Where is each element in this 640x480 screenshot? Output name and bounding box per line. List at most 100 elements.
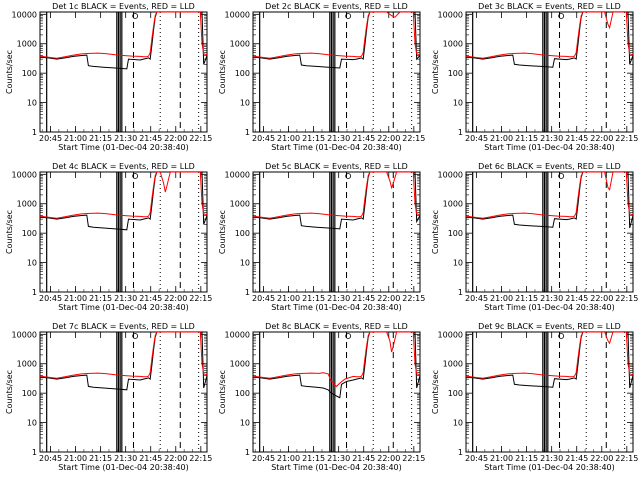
plot-frame [39,171,208,293]
y-tick-label: 100 [235,229,250,238]
plot-frame [252,331,421,453]
x-tick-label: 22:15 [402,294,425,303]
x-tick-label: 22:15 [402,454,425,463]
panel-det-3: Det 3c BLACK = Events, RED = LLD 1 10 100 10… [431,2,638,152]
y-tick-label: 100 [22,69,37,78]
series-lld-red [40,12,207,59]
y-tick-label: 10 [240,259,250,268]
series-lld-red [253,332,420,388]
x-tick-label: 20:45 [465,134,488,143]
panel-title: Det 8c BLACK = Events, RED = LLD [265,322,408,331]
y-tick-label: 1 [458,288,463,297]
y-tick-label: 10 [240,99,250,108]
x-tick-label: 20:45 [465,454,488,463]
x-axis-label: Start Time (01-Dec-04 20:38:40) [271,303,402,312]
x-tick-label: 21:30 [540,454,563,463]
x-tick-label: 21:30 [327,294,350,303]
panel-title: Det 6c BLACK = Events, RED = LLD [478,162,621,171]
x-tick-label: 22:00 [377,294,400,303]
x-tick-label: 21:30 [327,454,350,463]
y-tick-label: 10000 [438,10,463,19]
peak-marker [558,173,565,179]
y-axis-label: Counts/sec [5,50,14,94]
series-lld-red [466,332,633,379]
x-tick-label: 21:30 [114,134,137,143]
series-lld-red [253,12,420,59]
panel-det-2: Det 2c BLACK = Events, RED = LLD 1 10 100 10… [218,2,425,152]
y-tick-label: 100 [22,389,37,398]
y-axis-label: Counts/sec [218,50,227,94]
x-tick-label: 21:30 [327,134,350,143]
y-tick-label: 100 [235,69,250,78]
x-tick-label: 21:00 [277,134,300,143]
y-tick-label: 10 [453,259,463,268]
x-tick-label: 21:00 [64,294,87,303]
x-tick-label: 20:45 [39,454,62,463]
y-tick-label: 1 [32,128,37,137]
panel-det-5: Det 5c BLACK = Events, RED = LLD 1 10 100 10… [218,162,425,312]
y-tick-label: 10 [453,419,463,428]
x-axis-label: Start Time (01-Dec-04 20:38:40) [58,143,189,152]
y-tick-label: 1 [458,128,463,137]
y-tick-label: 10000 [225,10,250,19]
x-tick-label: 21:00 [490,454,513,463]
panel-title: Det 3c BLACK = Events, RED = LLD [478,2,621,11]
y-tick-label: 10000 [225,330,250,339]
x-tick-label: 21:15 [302,294,325,303]
y-tick-label: 10000 [12,330,37,339]
y-tick-label: 1 [32,288,37,297]
y-axis-label: Counts/sec [431,50,440,94]
x-tick-label: 21:45 [565,294,588,303]
x-tick-label: 21:45 [352,134,375,143]
series-lld-red [466,12,633,59]
y-tick-label: 100 [448,69,463,78]
x-axis-label: Start Time (01-Dec-04 20:38:40) [271,143,402,152]
panel-title: Det 2c BLACK = Events, RED = LLD [265,2,408,11]
series-lld-red [466,172,633,219]
panel-title: Det 9c BLACK = Events, RED = LLD [478,322,621,331]
x-tick-label: 21:15 [302,134,325,143]
y-tick-label: 100 [448,229,463,238]
plot-frame [252,11,421,133]
x-tick-label: 22:00 [590,454,613,463]
x-tick-label: 22:00 [164,134,187,143]
series-lld-red [40,172,207,219]
peak-marker [345,333,352,339]
x-tick-label: 22:00 [377,134,400,143]
y-tick-label: 10000 [12,170,37,179]
y-tick-label: 1000 [443,360,463,369]
plot-frame [465,11,634,133]
plot-frame [465,171,634,293]
y-tick-label: 1 [245,448,250,457]
x-tick-label: 22:00 [590,134,613,143]
y-tick-label: 10000 [225,170,250,179]
y-tick-label: 1000 [17,360,37,369]
x-tick-label: 22:00 [164,454,187,463]
y-tick-label: 1000 [443,200,463,209]
y-tick-label: 10000 [438,330,463,339]
panel-det-6: Det 6c BLACK = Events, RED = LLD 1 10 100 10… [431,162,638,312]
x-tick-label: 21:00 [277,294,300,303]
x-tick-label: 21:45 [139,134,162,143]
x-tick-label: 21:30 [540,294,563,303]
series-events-black [466,172,633,229]
panel-det-7: Det 7c BLACK = Events, RED = LLD 1 10 100 10… [5,322,212,472]
y-tick-label: 100 [448,389,463,398]
x-tick-label: 21:00 [490,134,513,143]
x-tick-label: 21:15 [515,134,538,143]
y-tick-label: 10 [27,99,37,108]
peak-marker [132,173,139,179]
x-tick-label: 21:30 [114,454,137,463]
y-tick-label: 10000 [12,10,37,19]
x-tick-label: 21:45 [352,294,375,303]
x-tick-label: 22:15 [189,454,212,463]
y-tick-label: 1 [32,448,37,457]
x-tick-label: 21:00 [64,134,87,143]
x-tick-label: 22:00 [590,294,613,303]
x-axis-label: Start Time (01-Dec-04 20:38:40) [58,463,189,472]
panel-title: Det 5c BLACK = Events, RED = LLD [265,162,408,171]
y-axis-label: Counts/sec [218,370,227,414]
y-tick-label: 1 [458,448,463,457]
y-tick-label: 10 [240,419,250,428]
